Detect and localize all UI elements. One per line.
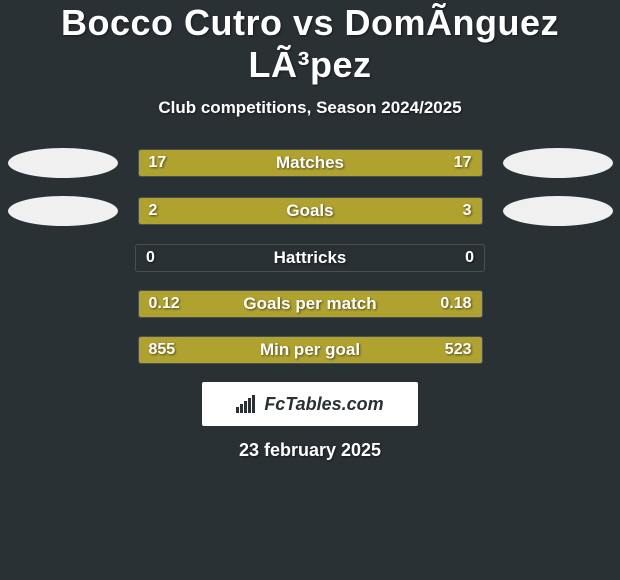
footer-date: 23 february 2025 bbox=[0, 440, 620, 461]
stats-rows: 17 17 Matches 2 3 Goals 0 0 Hattricks 0.12 0.18 Goa… bbox=[0, 148, 620, 364]
stat-bar: 0.12 0.18 Goals per match bbox=[138, 290, 483, 318]
comparison-infographic: Bocco Cutro vs DomÃ­nguez LÃ³pez Club co… bbox=[0, 0, 620, 461]
stat-label: Min per goal bbox=[260, 340, 360, 360]
stat-value-right: 17 bbox=[454, 154, 472, 172]
stat-label: Matches bbox=[276, 153, 344, 173]
stat-bar: 0 0 Hattricks bbox=[135, 244, 485, 272]
page-title: Bocco Cutro vs DomÃ­nguez LÃ³pez bbox=[0, 2, 620, 86]
page-subtitle: Club competitions, Season 2024/2025 bbox=[0, 98, 620, 118]
stat-label: Hattricks bbox=[274, 248, 347, 268]
stat-label: Goals bbox=[286, 201, 333, 221]
stat-value-left: 0 bbox=[146, 249, 155, 267]
stat-value-left: 17 bbox=[149, 154, 167, 172]
stat-row: 855 523 Min per goal bbox=[0, 336, 620, 364]
stat-value-right: 0 bbox=[465, 249, 474, 267]
stat-row: 2 3 Goals bbox=[0, 196, 620, 226]
stat-value-left: 0.12 bbox=[149, 295, 180, 313]
player-oval-right bbox=[503, 196, 613, 226]
source-badge-text: FcTables.com bbox=[264, 394, 383, 415]
stat-value-left: 2 bbox=[149, 202, 158, 220]
stat-row: 0 0 Hattricks bbox=[0, 244, 620, 272]
player-oval-left bbox=[8, 148, 118, 178]
player-oval-right bbox=[503, 148, 613, 178]
stat-value-left: 855 bbox=[149, 341, 176, 359]
bar-chart-icon bbox=[236, 395, 258, 413]
stat-bar: 17 17 Matches bbox=[138, 149, 483, 177]
stat-label: Goals per match bbox=[243, 294, 376, 314]
stat-bar: 2 3 Goals bbox=[138, 197, 483, 225]
source-badge: FcTables.com bbox=[202, 382, 418, 426]
stat-value-right: 3 bbox=[463, 202, 472, 220]
player-oval-left bbox=[8, 196, 118, 226]
stat-row: 17 17 Matches bbox=[0, 148, 620, 178]
stat-row: 0.12 0.18 Goals per match bbox=[0, 290, 620, 318]
stat-bar: 855 523 Min per goal bbox=[138, 336, 483, 364]
stat-value-right: 0.18 bbox=[440, 295, 471, 313]
stat-value-right: 523 bbox=[445, 341, 472, 359]
bar-fill-left bbox=[139, 198, 276, 224]
